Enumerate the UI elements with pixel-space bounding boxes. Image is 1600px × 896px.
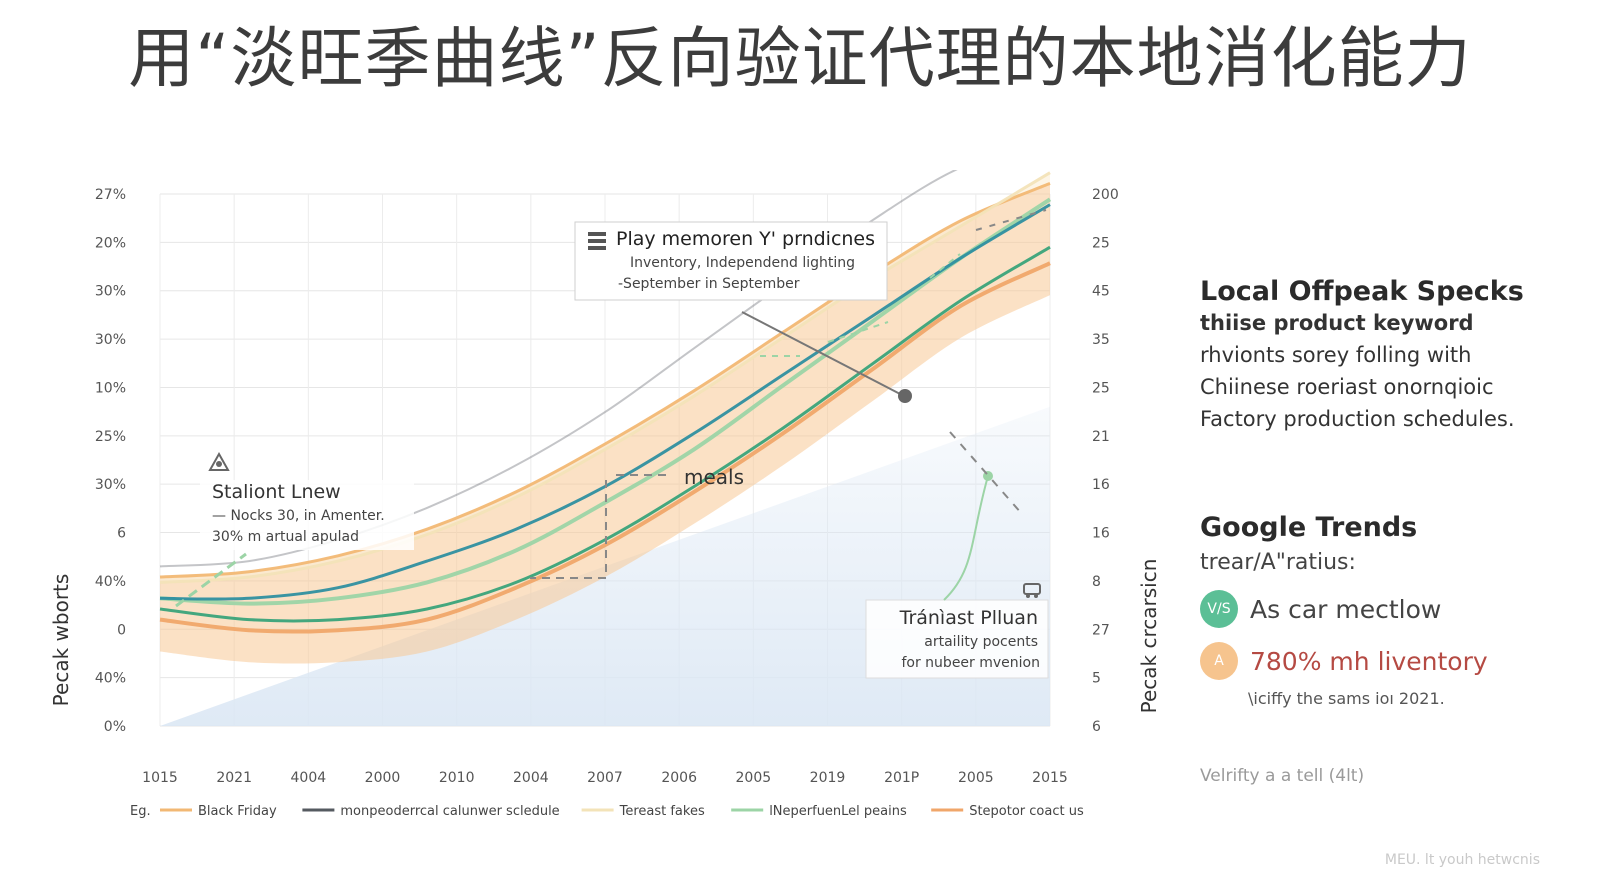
right-tick-label: 25 [1092,380,1110,396]
alert-icon: A [1200,642,1238,680]
x-tick-label: 2021 [216,770,252,786]
x-tick-label: 2006 [661,770,697,786]
left-tick-label: 40% [95,671,126,687]
left-tick-label: 30% [95,477,126,493]
right-tick-label: 21 [1092,429,1110,445]
google-trends-subtitle: trear/A"ratius: [1200,550,1356,575]
trend-item-label: 780% mh liventory [1250,646,1488,676]
annotation-station: Staliont Lnew — Nocks 30, in Amenter. 30… [175,451,414,608]
annotation-meals-label: meals [684,465,744,489]
series-line [159,245,1051,623]
right-tick-label: 27 [1092,622,1110,638]
x-tick-label: 2007 [587,770,623,786]
series-line [159,197,1052,606]
legend-label: Stepotor coact us [969,804,1084,819]
right-axis-label: Pecak crcarsicn [1137,559,1161,714]
left-tick-label: 30% [95,284,126,300]
versus-icon: V/S [1200,590,1238,628]
annotation-meals: meals [530,465,744,579]
station-icon [208,451,230,471]
left-axis-label: Pecak wborts [49,574,73,707]
legend-prefix: Eg. [130,804,151,819]
left-tick-label: 40% [95,574,126,590]
chart-ticks: 27% 20% 30% 30% 10% 25% 30% 6 40% 0 40% 0% 200 25 45 35… [95,187,1119,786]
right-tick-label: 35 [1092,332,1110,348]
right-tick-label: 8 [1092,574,1101,590]
local-offpeak-panel: Local Offpeak Specks thiise product keyw… [1200,276,1580,435]
series-line [159,261,1051,634]
annotation-station-line1: — Nocks 30, in Amenter. [212,508,385,524]
trend-item: V/S As car mectlow [1200,583,1590,635]
accent-dash [975,209,1047,231]
x-tick-label: 2004 [513,770,549,786]
series-line [159,182,1051,579]
annotation-play-line2: -September in September [618,276,800,292]
side-line: rhvionts sorey folling with [1200,343,1472,367]
accent-dash [827,321,889,343]
annotation-traniast-leader [943,475,989,601]
left-tick-label: 27% [95,187,126,203]
side-line: Factory production schedules. [1200,407,1515,431]
x-tick-label: 2000 [365,770,401,786]
right-tick-label: 200 [1092,187,1119,203]
x-tick-label: 2010 [439,770,475,786]
right-tick-label: 5 [1092,671,1101,687]
right-tick-label: 16 [1092,526,1110,542]
x-tick-label: 2005 [958,770,994,786]
series-line [159,203,1051,601]
offpeak-chart: 27% 20% 30% 30% 10% 25% 30% 6 40% 0 40% 0% 200 25 45 35… [49,170,1161,819]
footer-watermark: MEU. lt youh hetwcnis [1384,852,1540,868]
legend-label: monpeoderrcal calunwer scledule [340,804,559,819]
annotation-play-leader [741,311,905,397]
bus-icon [1023,583,1041,598]
google-trends-panel: Google Trends trear/A"ratius: V/S As car… [1200,512,1590,708]
annotation-traniast-line1: artaility pocents [924,634,1038,650]
google-trends-heading: Google Trends [1200,512,1418,543]
left-tick-label: 30% [95,332,126,348]
annotation-station-title: Staliont Lnew [212,481,341,503]
annotation-traniast-line2: for nubeer mvenion [901,655,1040,671]
legend-label: lNeperfuenLel peains [769,804,907,819]
x-tick-label: 2005 [736,770,772,786]
annotation-play-title: Play memoren Y' prndicnes [616,228,875,250]
annotation-play: Play memoren Y' prndicnes Inventory, Ind… [574,221,912,403]
series-line [159,171,1051,584]
annotation-traniast-title: Tránìast Plluan [899,607,1038,629]
side-line: thiise product keyword [1200,311,1474,335]
chart-legend: Eg. Black Friday monpeoderrcal calunwer sc… [130,804,1084,819]
legend-label: Tereast fakes [619,804,705,819]
x-tick-label: 2019 [810,770,846,786]
list-icon [588,232,606,250]
right-tick-label: 6 [1092,719,1101,735]
x-tick-label: 201P [884,770,919,786]
annotation-station-line2: 30% m artual apulad [212,529,359,545]
trend-item: A 780% mh liventory [1200,635,1590,687]
x-tick-label: 2015 [1032,770,1068,786]
annotation-traniast: Tránìast Plluan artaility pocents for nu… [865,431,1049,679]
left-tick-label: 0% [104,719,126,735]
left-tick-label: 10% [95,380,126,396]
annotation-play-dot [898,389,912,403]
left-tick-label: 0 [117,622,126,638]
trend-note: \iciffy the sams ioı 2021. [1248,689,1445,708]
x-tick-label: 4004 [291,770,327,786]
side-line: Chiinese roeriast onornqioic [1200,375,1494,399]
annotation-play-line1: Inventory, Independend lighting [630,255,855,271]
verify-link[interactable]: Velrifty a a tell (4lt) [1200,766,1365,786]
page-title: 用“淡旺季曲线”反向验证代理的本地消化能力 [128,20,1472,97]
trend-item-label: As car mectlow [1250,594,1442,624]
legend-label: Black Friday [198,804,277,819]
left-tick-label: 25% [95,429,126,445]
local-offpeak-heading: Local Offpeak Specks [1200,276,1524,307]
left-tick-label: 6 [117,526,126,542]
left-tick-label: 20% [95,235,126,251]
x-tick-label: 1015 [142,770,178,786]
right-tick-label: 45 [1092,284,1110,300]
right-tick-label: 16 [1092,477,1110,493]
chart-lines [159,170,1052,634]
annotation-station-leader [175,552,247,608]
right-tick-label: 25 [1092,235,1110,251]
